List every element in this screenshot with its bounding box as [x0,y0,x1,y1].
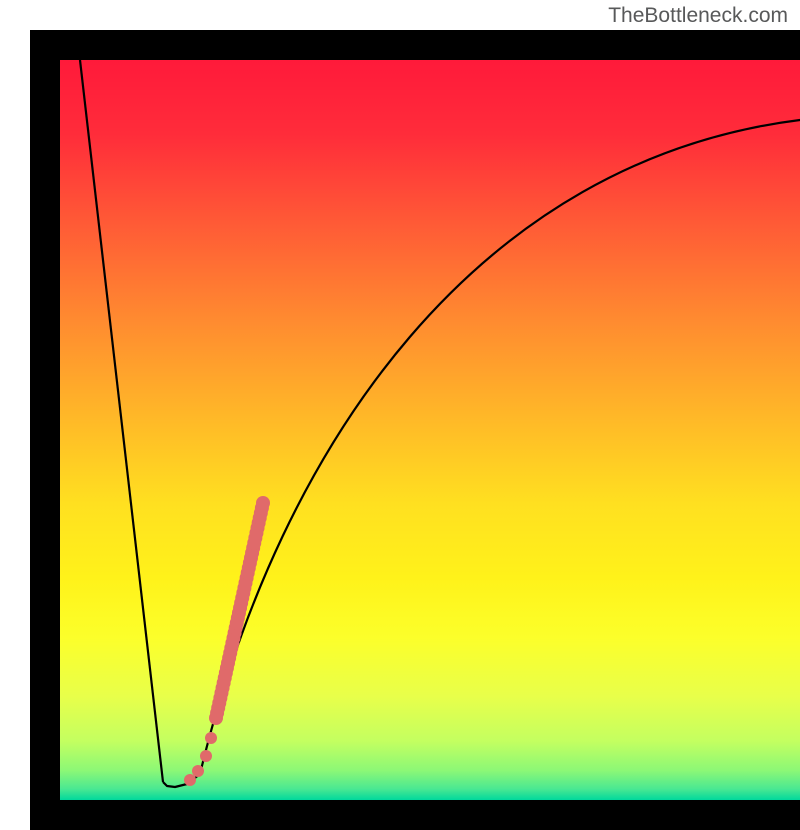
plot-area [60,60,800,800]
watermark-text: TheBottleneck.com [608,4,788,28]
chart-svg [60,60,800,800]
chart-frame [30,30,800,830]
